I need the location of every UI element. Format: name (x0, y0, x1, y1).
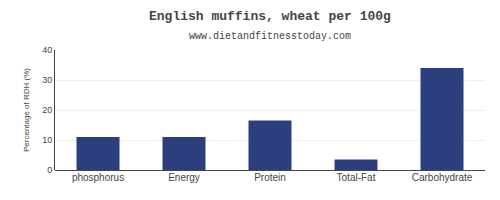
svg-text:Carbohydrate: Carbohydrate (412, 172, 473, 183)
svg-text:40: 40 (42, 45, 52, 55)
svg-text:Percentage of RDH (%): Percentage of RDH (%) (22, 68, 31, 152)
svg-text:20: 20 (42, 105, 52, 115)
svg-text:www.dietandfitnesstoday.com: www.dietandfitnesstoday.com (189, 31, 351, 42)
svg-text:30: 30 (42, 75, 52, 85)
svg-text:Protein: Protein (254, 172, 286, 183)
svg-text:Total-Fat: Total-Fat (337, 172, 376, 183)
svg-text:10: 10 (42, 135, 52, 145)
svg-text:Energy: Energy (168, 172, 200, 183)
svg-text:phosphorus: phosphorus (72, 172, 124, 183)
svg-text:0: 0 (47, 165, 52, 175)
svg-text:English muffins, wheat per 100: English muffins, wheat per 100g (149, 9, 391, 24)
